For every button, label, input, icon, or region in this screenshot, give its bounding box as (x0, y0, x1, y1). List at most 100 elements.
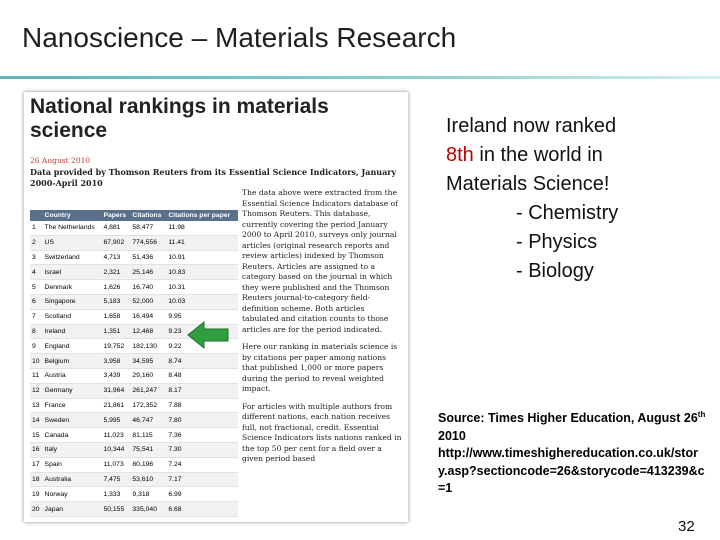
rank-highlight: 8th (446, 144, 474, 166)
table-cell-papers: 5,183 (101, 294, 131, 310)
table-cell-country: Canada (42, 427, 102, 443)
clipping-heading: National rankings in materials science (30, 95, 329, 142)
table-cell-papers: 10,344 (101, 442, 131, 458)
table-cell-citations-per-paper: 8.74 (166, 353, 238, 369)
table-header-citations: Citations (130, 210, 167, 221)
clipping-paragraph: Here our ranking in materials science is… (242, 342, 398, 393)
table-cell-rank: 1 (30, 221, 43, 236)
table-cell-citations: 172,352 (130, 398, 167, 414)
table-row: 10 Belgium 3,958 34,595 8.74 (30, 353, 238, 369)
clipping-date: 26 August 2010 (30, 156, 91, 165)
table-cell-country: Singapore (42, 294, 102, 310)
table-cell-citations-per-paper: 11.41 (166, 235, 238, 251)
table-cell-rank: 16 (30, 442, 43, 458)
table-cell-rank: 3 (30, 250, 43, 266)
table-cell-rank: 11 (30, 368, 43, 384)
table-cell-rank: 4 (30, 264, 43, 281)
table-cell-citations: 53,610 (130, 472, 167, 488)
table-cell-country: Norway (42, 486, 102, 503)
key-point-line: Ireland now ranked (446, 115, 617, 137)
table-cell-country: Scotland (42, 309, 102, 325)
table-cell-citations-per-paper: 7.36 (166, 427, 238, 443)
table-row: 8 Ireland 1,351 12,468 9.23 (30, 324, 238, 340)
clipping-paragraph: The data above were extracted from the E… (242, 188, 399, 334)
rankings-table: Country Papers Citations Citations per p… (30, 210, 238, 517)
clipping-body-text: The data above were extracted from the E… (242, 188, 402, 472)
table-cell-papers: 19,752 (101, 338, 131, 355)
source-url[interactable]: http://www.timeshighereducation.co.uk/st… (438, 446, 705, 496)
source-date-suffix: th (697, 410, 706, 419)
table-cell-papers: 11,023 (101, 427, 131, 443)
table-row: 11 Austria 3,439 29,160 8.48 (30, 368, 238, 384)
table-row: 14 Sweden 5,995 46,747 7.80 (30, 412, 238, 429)
title-divider (0, 76, 720, 79)
table-cell-papers: 1,333 (101, 486, 131, 503)
table-cell-citations-per-paper: 7.24 (166, 457, 238, 473)
table-row: 3 Switzerland 4,713 51,436 10.91 (30, 250, 238, 266)
table-cell-citations-per-paper: 10.03 (166, 294, 238, 310)
rankings-table-body: 1 The Netherlands 4,881 58,477 11.98 2 US 67,90… (30, 221, 238, 517)
table-cell-citations-per-paper: 8.48 (166, 368, 238, 384)
discipline-item: - Biology (516, 260, 594, 282)
table-cell-citations: 16,740 (130, 279, 167, 295)
table-cell-country: France (42, 398, 102, 414)
table-cell-country: Austria (42, 368, 102, 384)
table-cell-papers: 4,713 (101, 250, 131, 266)
table-cell-rank: 18 (30, 472, 43, 488)
table-cell-rank: 5 (30, 279, 43, 295)
table-cell-rank: 6 (30, 294, 43, 310)
table-cell-papers: 4,881 (101, 221, 131, 236)
key-points: Ireland now ranked 8th in the world in M… (446, 112, 618, 286)
table-row: 16 Italy 10,344 75,541 7.30 (30, 442, 238, 458)
table-cell-rank: 12 (30, 383, 43, 399)
table-cell-papers: 31,964 (101, 383, 131, 399)
table-cell-country: US (42, 235, 102, 251)
table-cell-citations: 46,747 (130, 412, 167, 429)
table-row: 9 England 19,752 182,130 9.22 (30, 338, 238, 355)
table-header-citations-per-paper: Citations per paper (166, 210, 238, 221)
table-cell-rank: 2 (30, 235, 43, 251)
discipline-item: - Physics (516, 231, 598, 253)
table-cell-rank: 19 (30, 486, 43, 503)
slide-title: Nanoscience – Materials Research (22, 22, 457, 53)
table-cell-country: Spain (42, 457, 102, 473)
table-cell-papers: 1,626 (101, 279, 131, 295)
table-cell-citations: 80,196 (130, 457, 167, 473)
table-cell-papers: 3,439 (101, 368, 131, 384)
table-cell-papers: 1,658 (101, 309, 131, 325)
green-arrow-left-icon (187, 320, 229, 350)
table-cell-papers: 5,995 (101, 412, 131, 429)
table-cell-papers: 50,155 (101, 501, 131, 517)
table-cell-citations-per-paper: 10.83 (166, 264, 238, 281)
table-cell-rank: 10 (30, 353, 43, 369)
table-cell-papers: 3,958 (101, 353, 131, 369)
table-cell-rank: 15 (30, 427, 43, 443)
table-cell-citations-per-paper: 6.99 (166, 486, 238, 503)
table-header-papers: Papers (101, 210, 131, 221)
table-header-country: Country (42, 210, 102, 221)
table-cell-papers: 21,861 (101, 398, 131, 414)
table-cell-citations: 16,494 (130, 309, 167, 325)
table-cell-citations-per-paper: 10.31 (166, 279, 238, 295)
discipline-item: - Chemistry (516, 202, 619, 224)
table-cell-citations: 774,556 (130, 235, 167, 251)
page-number: 32 (678, 518, 695, 535)
table-cell-papers: 1,351 (101, 324, 131, 340)
table-cell-papers: 11,073 (101, 457, 131, 473)
table-cell-papers: 7,475 (101, 472, 131, 488)
table-row: 6 Singapore 5,183 52,000 10.03 (30, 294, 238, 310)
table-cell-country: The Netherlands (42, 221, 102, 236)
table-cell-country: Denmark (42, 279, 102, 295)
table-row: 2 US 67,902 774,556 11.41 (30, 235, 238, 251)
table-cell-citations-per-paper: 7.17 (166, 472, 238, 488)
table-cell-country: Japan (42, 501, 102, 517)
table-cell-citations-per-paper: 11.98 (166, 221, 238, 236)
table-cell-citations: 34,595 (130, 353, 167, 369)
table-row: 20 Japan 50,155 335,040 6.68 (30, 501, 238, 517)
table-cell-country: Sweden (42, 412, 102, 429)
table-row: 12 Germany 31,964 261,247 8.17 (30, 383, 238, 399)
table-row: 19 Norway 1,333 9,318 6.99 (30, 486, 238, 503)
table-cell-rank: 14 (30, 412, 43, 429)
table-cell-country: Israel (42, 264, 102, 281)
table-cell-citations: 261,247 (130, 383, 167, 399)
